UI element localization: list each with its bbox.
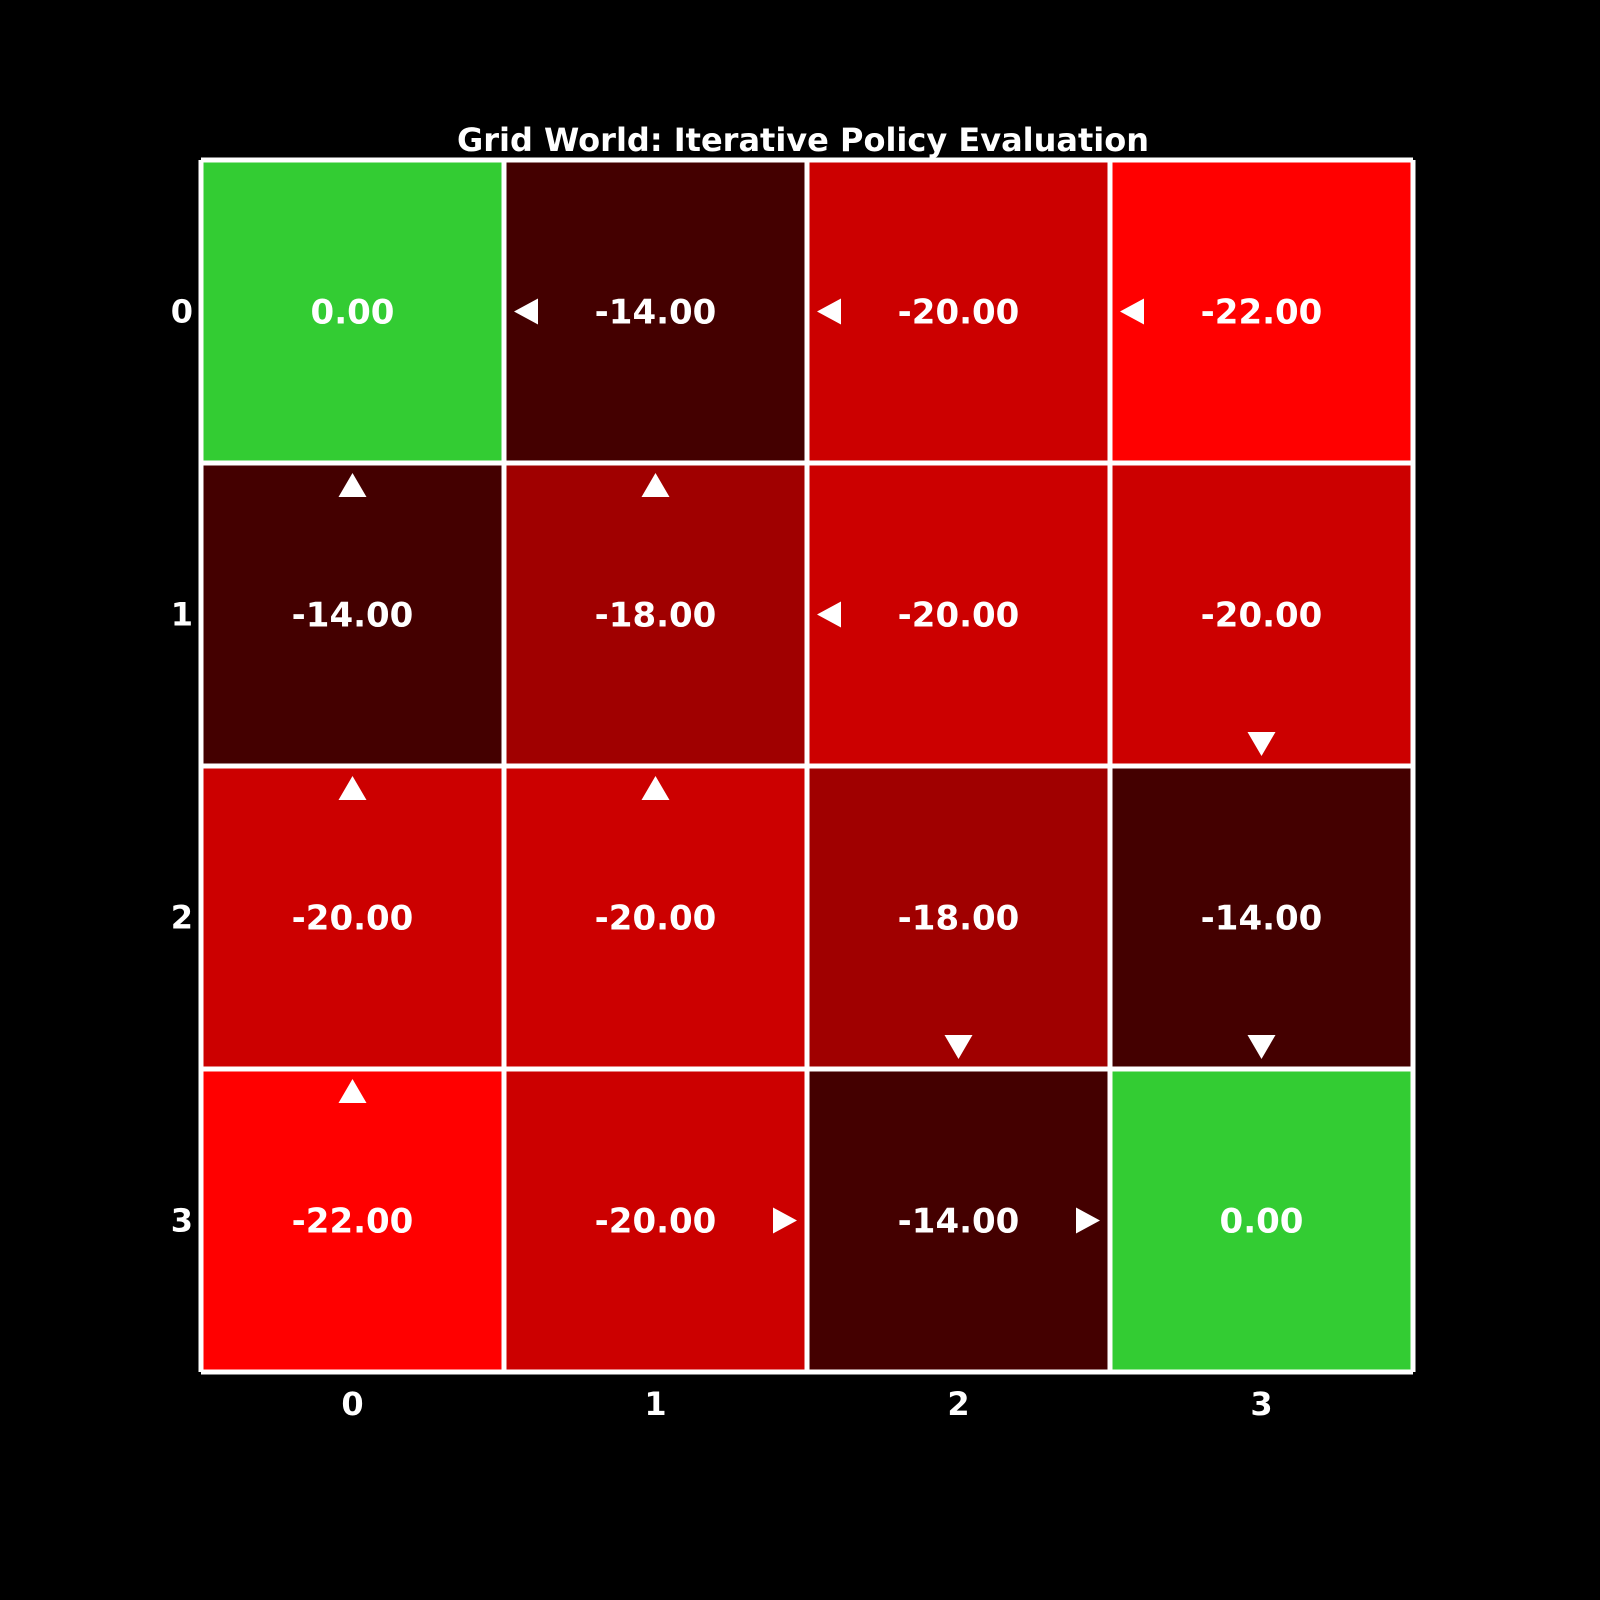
arrow-up-icon (338, 776, 367, 800)
arrow-left-icon (514, 298, 538, 325)
policy-arrows (338, 298, 1276, 1234)
arrow-down-icon (1247, 732, 1276, 756)
cell-value-label-r0-c2: -20.00 (898, 293, 1020, 333)
y-tick-label: 2 (171, 899, 193, 937)
heatmap-chart: Grid World: Iterative Policy Evaluation … (171, 121, 1416, 1423)
cell-value-label-r2-c3: -14.00 (1201, 899, 1323, 939)
figure-frame: Grid World: Iterative Policy Evaluation … (3, 3, 1597, 1597)
y-tick-label: 1 (171, 596, 193, 634)
cell-value-label-r2-c0: -20.00 (292, 899, 414, 939)
y-tick-label: 0 (171, 293, 193, 331)
chart-title: Grid World: Iterative Policy Evaluation (457, 121, 1149, 159)
heatmap-cell-r3-c3 (1110, 1069, 1413, 1372)
x-tick-label: 0 (341, 1385, 363, 1423)
grid-lines (198, 157, 1416, 1375)
heatmap-cell-r0-c0 (201, 160, 504, 463)
arrow-up-icon (338, 1079, 367, 1103)
heatmap-cell-r3-c2 (807, 1069, 1110, 1372)
y-tick-label: 3 (171, 1202, 193, 1240)
heatmap-cell-r1-c0 (201, 463, 504, 766)
heatmap-cell-r1-c3 (1110, 463, 1413, 766)
arrow-down-icon (944, 1035, 973, 1059)
arrow-left-icon (817, 601, 841, 628)
arrow-right-icon (1076, 1207, 1100, 1234)
cell-value-label-r3-c0: -22.00 (292, 1202, 414, 1242)
cell-value-label-r1-c1: -18.00 (595, 596, 717, 636)
arrow-up-icon (641, 473, 670, 497)
arrow-up-icon (641, 776, 670, 800)
cell-value-label-r1-c2: -20.00 (898, 596, 1020, 636)
arrow-down-icon (1247, 1035, 1276, 1059)
cell-value-label-r1-c3: -20.00 (1201, 596, 1323, 636)
cell-value-label-r3-c1: -20.00 (595, 1202, 717, 1242)
heatmap-cell-r2-c0 (201, 766, 504, 1069)
cell-value-label-r2-c2: -18.00 (898, 899, 1020, 939)
cell-value-label-r0-c3: -22.00 (1201, 293, 1323, 333)
y-axis-ticks: 0 1 2 3 (171, 293, 193, 1240)
cell-value-label-r3-c2: -14.00 (898, 1202, 1020, 1242)
heatmap-cell-r3-c1 (504, 1069, 807, 1372)
cell-value-label-r3-c3: 0.00 (1220, 1202, 1304, 1242)
heatmap-cell-r2-c1 (504, 766, 807, 1069)
cell-value-label-r0-c1: -14.00 (595, 293, 717, 333)
heatmap-cell-r2-c3 (1110, 766, 1413, 1069)
cell-value-label-r2-c1: -20.00 (595, 899, 717, 939)
heatmap-cell-r0-c3 (1110, 160, 1413, 463)
x-axis-ticks: 0 1 2 3 (341, 1385, 1272, 1423)
arrow-left-icon (817, 298, 841, 325)
heatmap-cell-r1-c1 (504, 463, 807, 766)
heatmap-cell-r2-c2 (807, 766, 1110, 1069)
heatmap-cell-r0-c2 (807, 160, 1110, 463)
x-tick-label: 1 (644, 1385, 666, 1423)
x-tick-label: 3 (1250, 1385, 1272, 1423)
heatmap-cell-r3-c0 (201, 1069, 504, 1372)
cell-value-label-r1-c0: -14.00 (292, 596, 414, 636)
arrow-right-icon (773, 1207, 797, 1234)
arrow-left-icon (1120, 298, 1144, 325)
heatmap-cells: 0.00 -14.00 -20.00 -22.00 -14.00 -18.00 -20.00… (201, 160, 1413, 1372)
heatmap-cell-r0-c1 (504, 160, 807, 463)
cell-value-label-r0-c0: 0.00 (311, 293, 395, 333)
x-tick-label: 2 (947, 1385, 969, 1423)
arrow-up-icon (338, 473, 367, 497)
heatmap-cell-r1-c2 (807, 463, 1110, 766)
